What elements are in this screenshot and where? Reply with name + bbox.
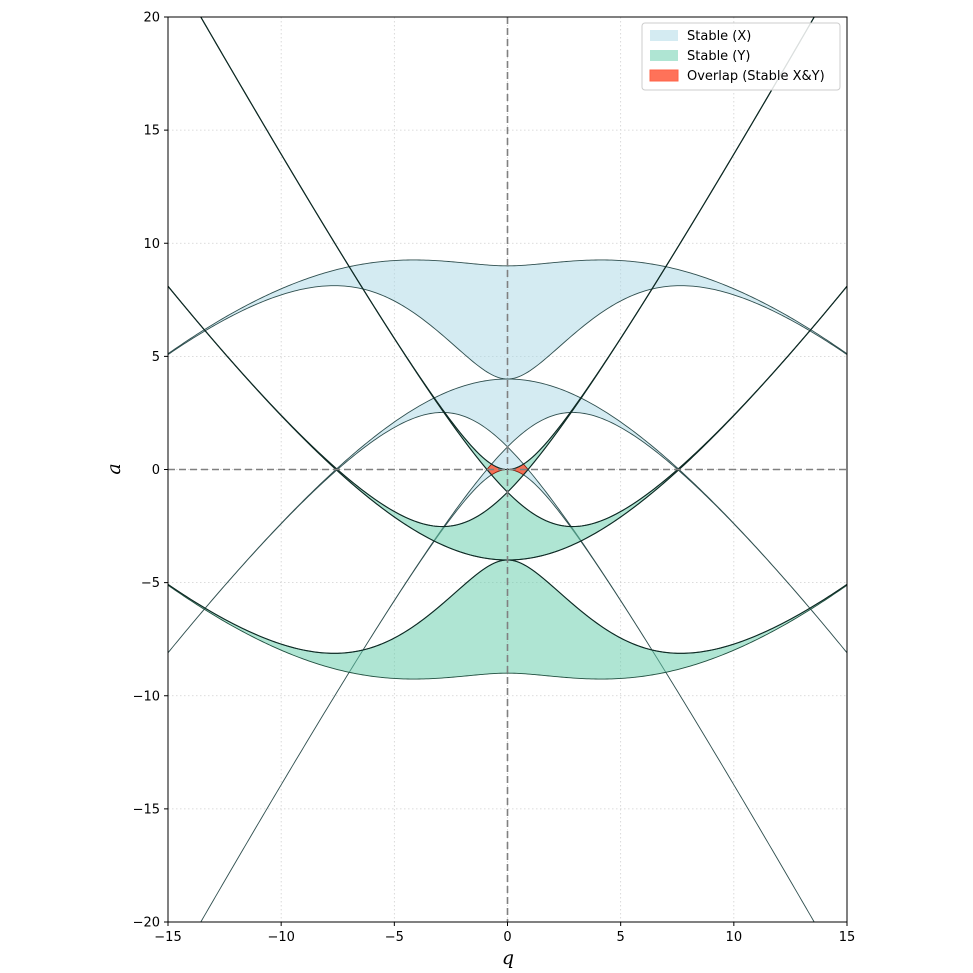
y-tick-label: −15 <box>133 802 160 817</box>
legend-swatch <box>649 69 679 82</box>
x-tick-label: 10 <box>726 930 743 945</box>
stable-x-band <box>168 378 847 654</box>
legend-label: Stable (X) <box>687 29 751 44</box>
y-tick-label: −10 <box>133 689 160 704</box>
x-axis-label: q <box>502 947 514 969</box>
legend-label: Overlap (Stable X&Y) <box>687 69 825 84</box>
stable-x-band <box>200 446 815 922</box>
x-tick-label: 0 <box>503 930 511 945</box>
y-tick-label: 15 <box>143 124 160 139</box>
y-tick-label: −5 <box>141 576 160 591</box>
reference-lines <box>168 17 847 922</box>
x-tick-label: 5 <box>617 930 625 945</box>
x-tick-label: 15 <box>839 930 856 945</box>
legend-swatch <box>650 30 678 41</box>
legend-label: Stable (Y) <box>687 49 750 64</box>
y-tick-label: 10 <box>143 237 160 252</box>
y-tick-label: 5 <box>152 350 160 365</box>
x-tick-label: −10 <box>267 930 294 945</box>
y-tick-label: −20 <box>133 916 160 931</box>
y-tick-label: 0 <box>152 463 160 478</box>
legend-swatch <box>650 50 678 61</box>
legend: Stable (X) Stable (Y) Overlap (Stable X&Y) <box>641 22 841 91</box>
x-tick-label: −5 <box>385 930 404 945</box>
legend-box <box>641 22 841 91</box>
y-axis-label: a <box>103 463 125 474</box>
y-tick-label: 20 <box>143 11 160 26</box>
x-tick-label: −15 <box>154 930 181 945</box>
